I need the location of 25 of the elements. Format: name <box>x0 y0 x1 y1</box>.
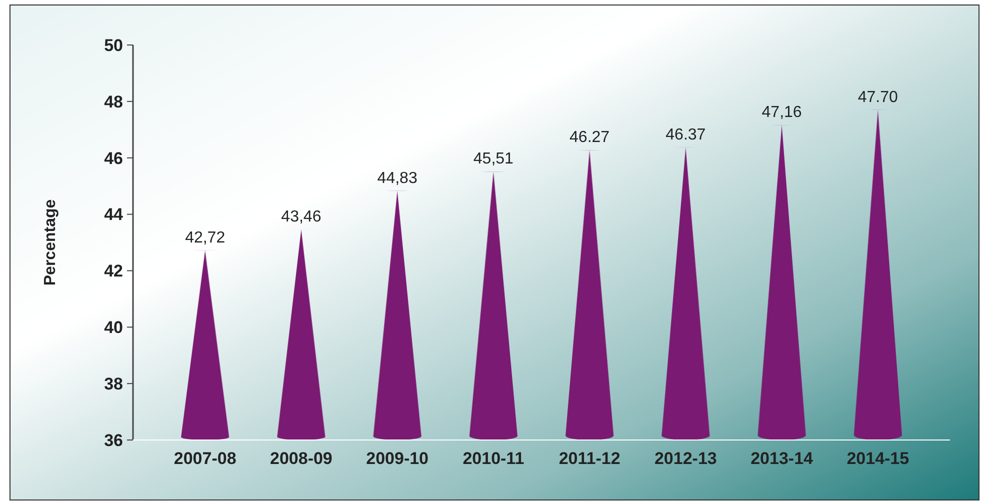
y-tick-label: 38 <box>104 374 123 394</box>
y-tick-label: 40 <box>104 318 123 338</box>
data-label: 46.37 <box>666 126 706 144</box>
x-tick-label: 2008-09 <box>270 449 332 468</box>
data-label: 46.27 <box>570 129 610 146</box>
x-tick-label: 2007-08 <box>174 449 236 468</box>
data-label: 42,72 <box>185 229 226 246</box>
data-label: 47.70 <box>858 88 898 106</box>
y-tick-label: 36 <box>104 430 123 450</box>
y-tick-label: 44 <box>104 205 124 224</box>
y-tick-label: 46 <box>104 148 123 168</box>
data-label: 45,51 <box>473 150 514 168</box>
data-label: 43,46 <box>281 208 322 226</box>
x-tick-label: 2011-12 <box>558 449 620 468</box>
x-tick-label: 2010-11 <box>462 449 524 468</box>
data-label: 44,83 <box>377 170 418 187</box>
x-tick-label: 2009-10 <box>366 449 429 468</box>
y-tick-label: 50 <box>104 36 123 55</box>
x-tick-label: 2012-13 <box>654 449 717 468</box>
y-axis-title: Percentage <box>42 199 59 286</box>
data-label: 47,16 <box>762 104 802 122</box>
y-tick-label: 42 <box>104 262 123 281</box>
x-tick-label: 2013-14 <box>750 449 814 468</box>
x-tick-label: 2014-15 <box>846 449 910 468</box>
y-tick-label: 48 <box>104 92 123 112</box>
